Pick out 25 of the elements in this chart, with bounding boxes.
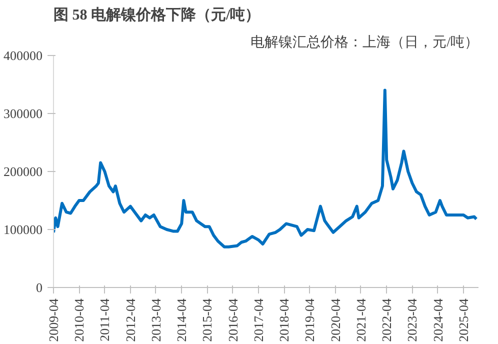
x-tick-label: 2014-04 — [174, 298, 190, 342]
x-tick-label: 2009-04 — [46, 298, 61, 342]
x-tick-label: 2015-04 — [200, 298, 215, 342]
x-tick-label: 2021-04 — [353, 298, 368, 342]
chart-title: 图 58 电解镍价格下降（元/吨） — [54, 6, 260, 24]
x-tick-label: 2019-04 — [302, 298, 318, 342]
y-tick-label: 400000 — [4, 48, 42, 63]
x-tick-label: 2010-04 — [72, 298, 87, 342]
chart-subtitle: 电解镍汇总价格：上海（日，元/吨） — [250, 34, 478, 50]
x-tick-label: 2013-04 — [148, 298, 164, 342]
x-tick-label: 2022-04 — [379, 298, 394, 342]
x-tick-label: 2011-04 — [97, 298, 112, 342]
x-tick-label: 2017-04 — [250, 298, 266, 342]
x-tick-label: 2016-04 — [225, 298, 240, 342]
y-tick-label: 0 — [36, 280, 42, 295]
y-tick-label: 100000 — [4, 222, 42, 237]
y-tick-label: 300000 — [4, 106, 42, 121]
x-tick-label: 2012-04 — [122, 298, 138, 342]
line-series — [54, 88, 478, 248]
x-tick-label: 2023-04 — [404, 298, 420, 342]
x-tick-label: 2024-04 — [430, 298, 446, 342]
x-tick-label: 2018-04 — [276, 298, 292, 342]
x-tick-label: 2025-04 — [456, 298, 471, 342]
x-tick-label: 2020-04 — [328, 298, 343, 342]
y-tick-label: 200000 — [4, 164, 42, 179]
